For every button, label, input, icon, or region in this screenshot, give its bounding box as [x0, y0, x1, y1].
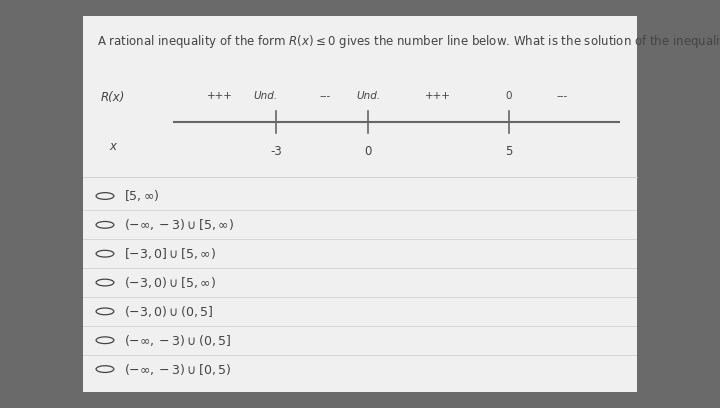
Text: $(-3, 0) \cup (0, 5]$: $(-3, 0) \cup (0, 5]$ — [125, 304, 214, 319]
Text: -3: -3 — [271, 145, 282, 158]
Text: ---: --- — [319, 91, 330, 101]
Text: $[-3, 0] \cup [5, \infty)$: $[-3, 0] \cup [5, \infty)$ — [125, 246, 217, 261]
Text: $(-3, 0) \cup [5, \infty)$: $(-3, 0) \cup [5, \infty)$ — [125, 275, 217, 290]
Text: +++: +++ — [207, 91, 233, 101]
Text: 0: 0 — [505, 91, 512, 101]
Text: ---: --- — [557, 91, 568, 101]
Text: $(-\infty, -3) \cup [5, \infty)$: $(-\infty, -3) \cup [5, \infty)$ — [125, 217, 234, 232]
Text: 5: 5 — [505, 145, 512, 158]
Text: $(-\infty, -3) \cup (0, 5]$: $(-\infty, -3) \cup (0, 5]$ — [125, 333, 232, 348]
Text: +++: +++ — [426, 91, 451, 101]
Text: 0: 0 — [364, 145, 372, 158]
Text: x: x — [109, 140, 116, 153]
Text: A rational inequality of the form $R(x) \leq 0$ gives the number line below. Wha: A rational inequality of the form $R(x) … — [97, 33, 720, 50]
Text: $(-\infty, -3) \cup [0, 5)$: $(-\infty, -3) \cup [0, 5)$ — [125, 361, 232, 377]
Text: R(x): R(x) — [101, 91, 125, 104]
Text: Und.: Und. — [356, 91, 380, 101]
Text: Und.: Und. — [253, 91, 278, 101]
Text: $[5, \infty)$: $[5, \infty)$ — [125, 188, 160, 204]
